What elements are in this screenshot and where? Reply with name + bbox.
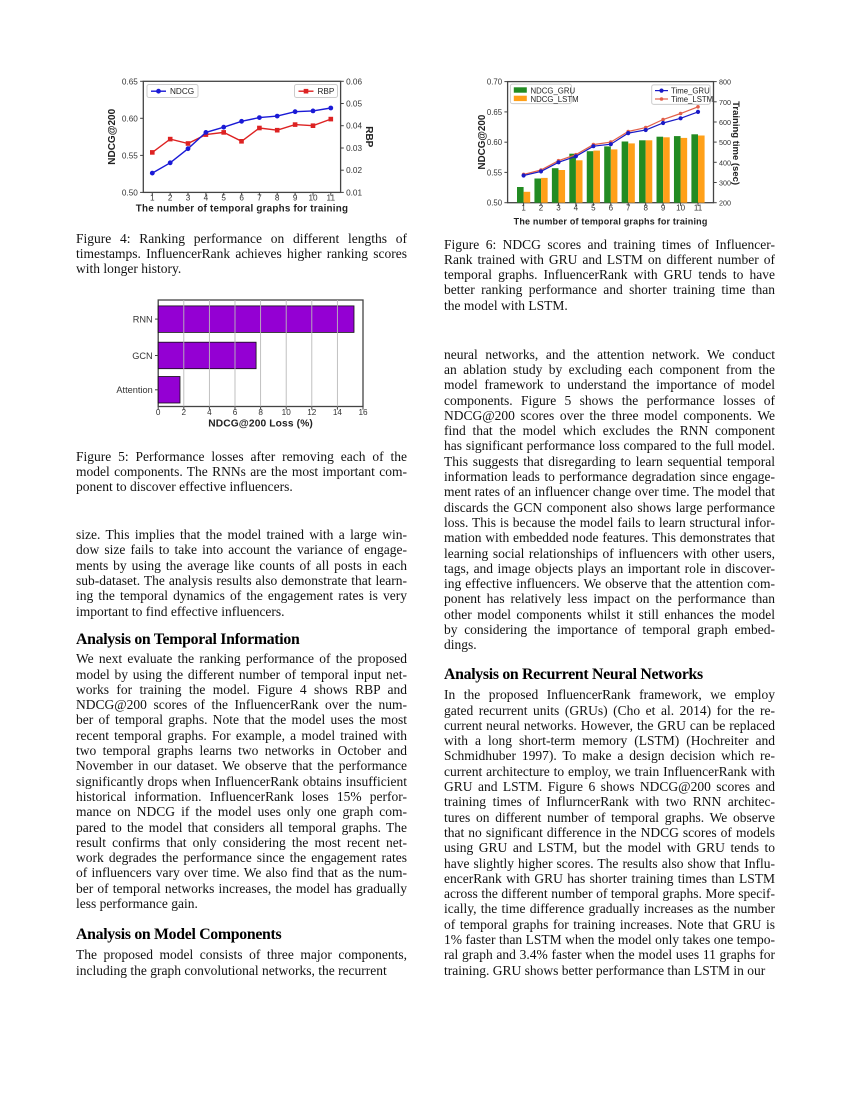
svg-text:0.03: 0.03 bbox=[346, 144, 362, 153]
svg-text:16: 16 bbox=[358, 408, 368, 417]
svg-text:2: 2 bbox=[182, 408, 187, 417]
svg-text:0.01: 0.01 bbox=[346, 188, 362, 197]
svg-text:Time_GRU: Time_GRU bbox=[671, 87, 710, 96]
svg-text:4: 4 bbox=[207, 408, 212, 417]
svg-text:14: 14 bbox=[333, 408, 343, 417]
svg-text:0.06: 0.06 bbox=[346, 77, 362, 86]
svg-text:0.55: 0.55 bbox=[122, 151, 138, 160]
svg-text:RNN: RNN bbox=[133, 314, 153, 324]
svg-text:6: 6 bbox=[233, 408, 238, 417]
svg-text:10: 10 bbox=[676, 204, 685, 213]
svg-text:GCN: GCN bbox=[132, 351, 152, 361]
svg-text:0.60: 0.60 bbox=[487, 138, 503, 147]
svg-text:Time_LSTM: Time_LSTM bbox=[671, 95, 713, 104]
svg-text:NDCG_LSTM: NDCG_LSTM bbox=[531, 95, 579, 104]
svg-text:RBP: RBP bbox=[363, 126, 374, 147]
svg-text:0.04: 0.04 bbox=[346, 122, 362, 131]
svg-text:600: 600 bbox=[719, 118, 731, 127]
svg-text:2: 2 bbox=[539, 204, 544, 213]
svg-text:7: 7 bbox=[257, 193, 262, 202]
svg-text:11: 11 bbox=[694, 204, 703, 213]
svg-text:4: 4 bbox=[574, 204, 579, 213]
svg-text:0: 0 bbox=[156, 408, 161, 417]
svg-text:3: 3 bbox=[556, 204, 561, 213]
svg-text:Attention: Attention bbox=[116, 385, 152, 395]
svg-text:400: 400 bbox=[719, 158, 731, 167]
svg-text:800: 800 bbox=[719, 78, 731, 87]
svg-text:0.65: 0.65 bbox=[122, 77, 138, 86]
svg-text:9: 9 bbox=[293, 193, 298, 202]
svg-text:8: 8 bbox=[643, 204, 648, 213]
svg-text:6: 6 bbox=[609, 204, 614, 213]
svg-text:200: 200 bbox=[719, 199, 731, 208]
svg-text:Training time (sec): Training time (sec) bbox=[730, 101, 741, 185]
svg-text:NDCG@200: NDCG@200 bbox=[477, 114, 488, 169]
svg-text:3: 3 bbox=[186, 193, 191, 202]
svg-text:10: 10 bbox=[282, 408, 292, 417]
svg-text:5: 5 bbox=[591, 204, 596, 213]
svg-text:RBP: RBP bbox=[318, 87, 335, 96]
svg-text:1: 1 bbox=[150, 193, 155, 202]
svg-text:The number of temporal graphs: The number of temporal graphs for traini… bbox=[136, 204, 348, 215]
svg-text:0.05: 0.05 bbox=[346, 100, 362, 109]
svg-text:12: 12 bbox=[307, 408, 317, 417]
svg-text:0.65: 0.65 bbox=[487, 108, 503, 117]
svg-text:7: 7 bbox=[626, 204, 631, 213]
svg-text:700: 700 bbox=[719, 98, 731, 107]
svg-text:0.02: 0.02 bbox=[346, 166, 362, 175]
svg-text:NDCG@200 Loss (%): NDCG@200 Loss (%) bbox=[208, 418, 313, 429]
svg-text:5: 5 bbox=[221, 193, 226, 202]
svg-text:The number of temporal graphs: The number of temporal graphs for traini… bbox=[514, 217, 708, 227]
svg-text:0.70: 0.70 bbox=[487, 78, 503, 87]
svg-text:6: 6 bbox=[239, 193, 244, 202]
svg-text:11: 11 bbox=[327, 193, 336, 202]
svg-text:1: 1 bbox=[521, 204, 526, 213]
svg-text:NDCG_GRU: NDCG_GRU bbox=[531, 87, 576, 96]
svg-text:2: 2 bbox=[168, 193, 173, 202]
svg-text:8: 8 bbox=[275, 193, 280, 202]
svg-text:10: 10 bbox=[308, 193, 318, 202]
svg-text:0.50: 0.50 bbox=[122, 188, 138, 197]
svg-text:0.50: 0.50 bbox=[487, 199, 503, 208]
svg-text:8: 8 bbox=[258, 408, 263, 417]
svg-text:9: 9 bbox=[661, 204, 666, 213]
svg-text:0.60: 0.60 bbox=[122, 114, 138, 123]
svg-text:300: 300 bbox=[719, 179, 731, 188]
svg-text:0.55: 0.55 bbox=[487, 168, 503, 177]
svg-text:4: 4 bbox=[204, 193, 209, 202]
svg-text:500: 500 bbox=[719, 138, 731, 147]
svg-text:NDCG@200: NDCG@200 bbox=[107, 108, 118, 164]
svg-text:NDCG: NDCG bbox=[170, 87, 194, 96]
